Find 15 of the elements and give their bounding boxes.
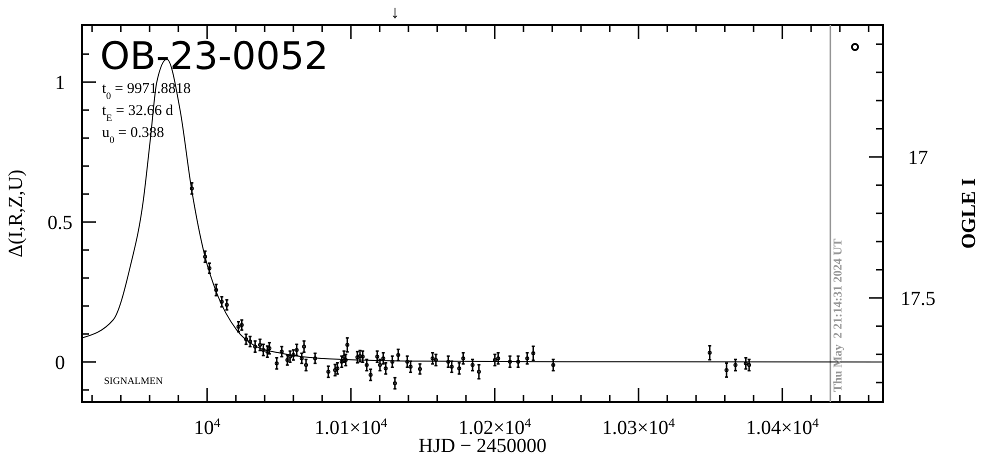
x-tick-label: 1.01×10$^{4}$ (314, 414, 388, 439)
y-tick-label: 1 (55, 72, 65, 94)
x-tick-label: 1.03×10$^{4}$ (602, 414, 676, 439)
y-tick-label: 0 (55, 352, 65, 374)
y-axis-title: Δ(I,R,Z,U) (5, 170, 27, 258)
annotation: SIGNALMEN (104, 376, 163, 387)
y2-tick-label: 17.5 (900, 288, 936, 310)
annotation: Thu May 2 21:14:31 2024 UT (830, 238, 844, 392)
x-tick-label: 10$^{4}$ (194, 414, 221, 439)
y2-tick-label: 17 (908, 146, 928, 169)
chart-title: OB-23-0052 (100, 34, 328, 78)
text: ↓ (390, 2, 400, 22)
x-tick-label: 1.04×10$^{4}$ (746, 414, 820, 439)
y-tick-label: 0.5 (48, 212, 72, 234)
y2-axis-title: OGLE I (958, 178, 980, 249)
